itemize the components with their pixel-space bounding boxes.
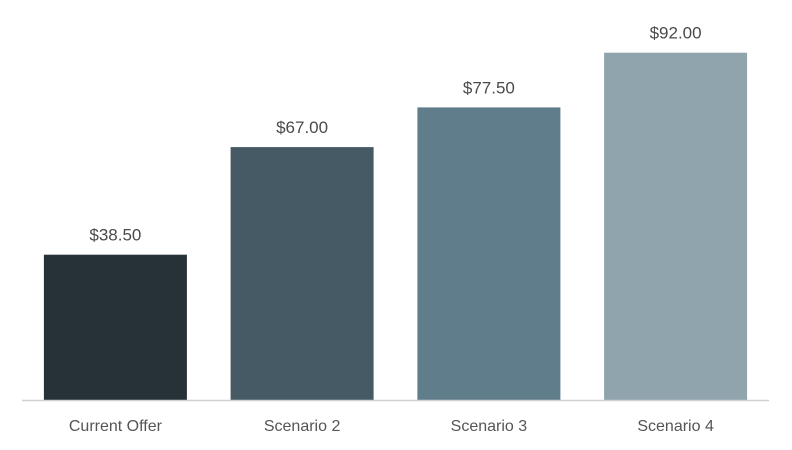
value-label: $38.50 <box>89 226 141 245</box>
value-label: $67.00 <box>276 118 328 137</box>
bar-scenario-3 <box>417 107 561 401</box>
bar-scenario-2 <box>230 147 374 400</box>
value-label: $92.00 <box>650 24 702 43</box>
x-tick-label: Scenario 2 <box>264 418 341 435</box>
x-tick-label: Current Offer <box>69 418 163 435</box>
value-label: $77.50 <box>463 78 515 97</box>
value-labels-layer: $38.50 $67.00 $77.50 $92.00 <box>89 24 701 245</box>
bars-layer <box>43 52 748 401</box>
bar-scenario-4 <box>604 52 748 400</box>
x-tick-label: Scenario 3 <box>451 418 528 435</box>
x-tick-labels-layer: Current Offer Scenario 2 Scenario 3 Scenari… <box>69 418 714 435</box>
x-tick-label: Scenario 4 <box>637 418 714 435</box>
bar-current-offer <box>43 254 187 400</box>
